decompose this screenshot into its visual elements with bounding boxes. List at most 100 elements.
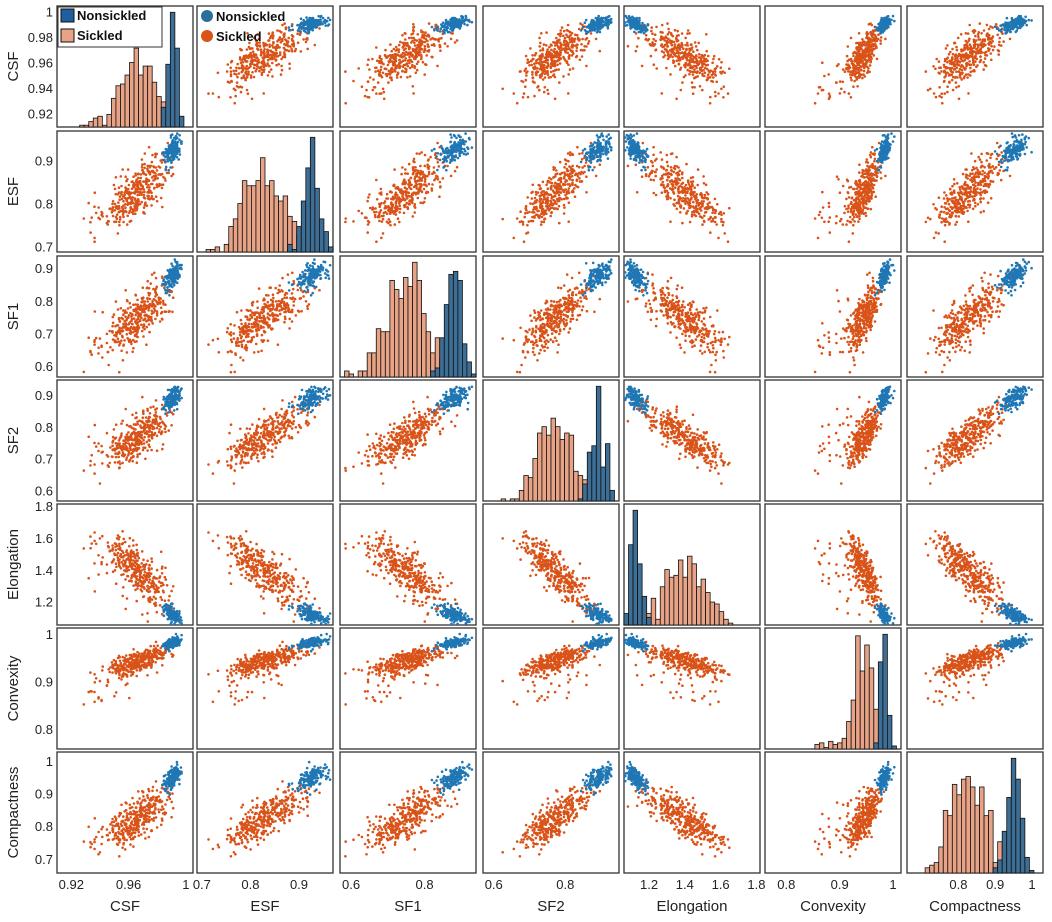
point-sickled <box>690 81 694 84</box>
point-sickled <box>874 35 878 38</box>
point-sickled <box>93 205 96 208</box>
point-nonsickled <box>588 23 591 27</box>
point-sickled <box>431 172 434 175</box>
point-nonsickled <box>176 148 180 152</box>
point-sickled <box>867 53 871 57</box>
point-sickled <box>395 198 399 202</box>
point-sickled <box>982 68 985 71</box>
histogram-bar-sickled <box>138 74 144 128</box>
point-sickled <box>344 70 347 73</box>
point-sickled <box>394 59 398 63</box>
point-sickled <box>367 58 370 61</box>
point-sickled <box>260 50 263 54</box>
point-sickled <box>641 141 645 145</box>
point-nonsickled <box>430 149 434 152</box>
point-sickled <box>531 219 535 223</box>
point-sickled <box>550 197 553 200</box>
point-sickled <box>393 206 397 210</box>
point-nonsickled <box>459 146 463 149</box>
point-sickled <box>847 92 851 95</box>
point-nonsickled <box>296 23 299 27</box>
point-sickled <box>152 197 155 201</box>
point-nonsickled <box>459 135 462 139</box>
point-sickled <box>539 49 542 52</box>
point-sickled <box>256 65 259 68</box>
point-nonsickled <box>602 16 605 20</box>
point-sickled <box>666 176 670 179</box>
point-sickled <box>555 50 559 54</box>
point-sickled <box>126 214 129 218</box>
histogram-bar-sickled <box>214 246 221 253</box>
point-sickled <box>512 92 516 95</box>
point-sickled <box>534 190 538 194</box>
point-sickled <box>435 174 438 178</box>
point-sickled <box>943 59 947 63</box>
point-sickled <box>125 179 128 183</box>
point-sickled <box>118 220 121 224</box>
point-sickled <box>134 187 138 190</box>
point-nonsickled <box>1012 20 1015 24</box>
point-sickled <box>983 63 987 67</box>
point-nonsickled <box>448 161 452 164</box>
point-sickled <box>951 75 955 79</box>
point-sickled <box>655 168 658 171</box>
scatter-points <box>207 14 332 105</box>
point-sickled <box>546 73 550 76</box>
point-sickled <box>242 74 246 77</box>
point-nonsickled <box>467 18 471 22</box>
point-sickled <box>111 209 114 212</box>
point-sickled <box>432 166 436 169</box>
point-sickled <box>533 62 536 65</box>
point-sickled <box>663 48 667 51</box>
point-sickled <box>439 186 442 189</box>
point-sickled <box>823 74 826 78</box>
point-nonsickled <box>178 133 181 137</box>
point-sickled <box>148 186 151 189</box>
point-sickled <box>446 164 449 168</box>
point-nonsickled <box>600 132 604 135</box>
point-sickled <box>555 187 559 191</box>
point-sickled <box>942 63 946 67</box>
point-sickled <box>123 191 126 194</box>
point-sickled <box>654 193 658 197</box>
point-sickled <box>379 68 383 72</box>
point-sickled <box>550 60 554 63</box>
point-nonsickled <box>596 159 599 163</box>
point-sickled <box>957 60 960 63</box>
point-sickled <box>382 62 385 66</box>
point-sickled <box>578 58 582 62</box>
point-sickled <box>563 188 566 192</box>
point-sickled <box>404 38 407 41</box>
point-sickled <box>524 54 528 58</box>
point-sickled <box>383 53 387 57</box>
point-sickled <box>455 165 459 169</box>
point-sickled <box>105 215 109 218</box>
point-nonsickled <box>177 158 180 161</box>
point-sickled <box>684 65 687 69</box>
point-sickled <box>265 43 269 47</box>
point-nonsickled <box>167 168 170 172</box>
point-sickled <box>399 75 403 79</box>
point-sickled <box>666 33 670 36</box>
point-sickled <box>943 92 946 95</box>
point-sickled <box>443 42 447 45</box>
point-sickled <box>713 197 717 201</box>
point-sickled <box>101 215 104 218</box>
point-sickled <box>982 29 986 32</box>
point-sickled <box>660 92 664 95</box>
point-sickled <box>366 199 369 203</box>
point-sickled <box>286 44 290 47</box>
point-sickled <box>977 35 980 38</box>
point-sickled <box>576 145 579 149</box>
point-nonsickled <box>581 149 585 152</box>
point-sickled <box>557 56 561 60</box>
point-sickled <box>375 92 378 95</box>
point-sickled <box>585 45 588 48</box>
point-sickled <box>969 74 972 77</box>
point-sickled <box>575 164 579 168</box>
point-nonsickled <box>1005 16 1009 20</box>
point-sickled <box>545 183 548 186</box>
point-sickled <box>383 206 387 210</box>
point-sickled <box>132 175 135 178</box>
point-sickled <box>160 161 164 164</box>
